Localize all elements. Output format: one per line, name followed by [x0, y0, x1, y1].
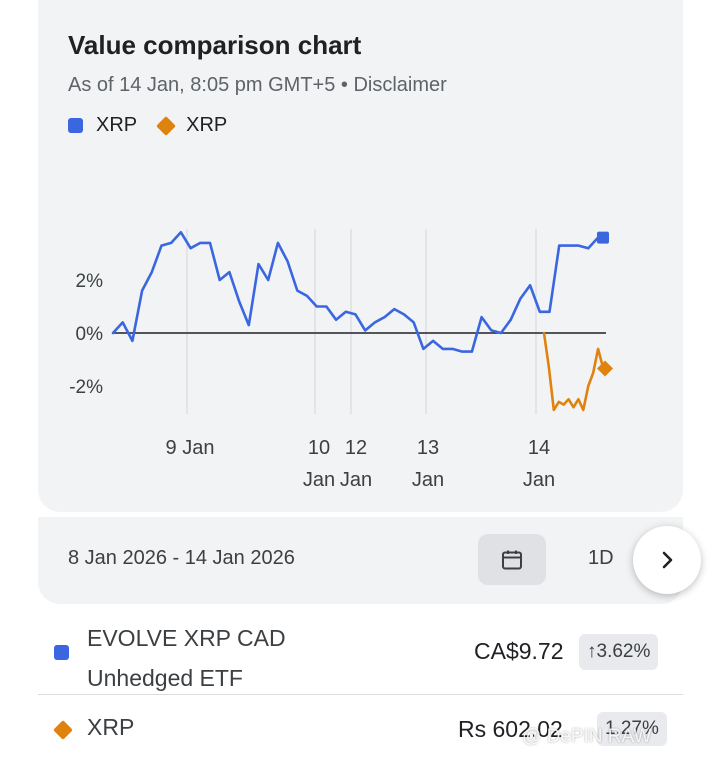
period-selector-1d[interactable]: 1D [588, 547, 614, 569]
x-tick-label: 10 [308, 437, 330, 459]
watermark-text: @ DePIN RAW [522, 726, 652, 747]
legend-label: XRP [96, 114, 138, 136]
x-tick-label: Jan [340, 469, 372, 491]
y-tick-label: -2% [69, 377, 103, 398]
legend-item-series-1[interactable]: XRP [68, 114, 137, 137]
asset-row-xrp[interactable]: XRP Rs 602.02 1.27% [38, 696, 683, 764]
x-tick-label: 9 Jan [166, 437, 215, 459]
comparison-line-chart[interactable]: 2% 0% -2% 9 Jan 10 Jan 12 Jan 13 Jan 14 Jan [0, 0, 720, 512]
x-tick-label: 14 [528, 437, 550, 459]
x-tick-label: Jan [412, 469, 444, 491]
series-line-2[interactable] [542, 331, 605, 412]
x-tick-label: Jan [523, 469, 555, 491]
square-marker-icon [68, 118, 83, 133]
legend-item-series-2[interactable]: XRP [155, 114, 227, 137]
chart-legend: XRP XRP [68, 114, 245, 137]
asset-price: Rs 602.02 [458, 716, 563, 742]
chevron-right-icon [662, 551, 673, 569]
y-tick-label: 2% [76, 271, 104, 292]
legend-label: XRP [186, 114, 228, 136]
date-range-bar [38, 517, 683, 604]
calendar-icon [502, 550, 522, 569]
date-range-text: 8 Jan 2026 - 14 Jan 2026 [68, 547, 295, 569]
calendar-button[interactable] [478, 534, 546, 585]
change-badge: 1.27% [597, 712, 667, 746]
asset-name: EVOLVE XRP CAD Unhedged ETF [87, 625, 286, 691]
asset-row-etf[interactable]: EVOLVE XRP CAD Unhedged ETF CA$9.72 ↑3.6… [38, 612, 683, 695]
x-tick-label: Jan [303, 469, 335, 491]
next-button[interactable] [633, 526, 701, 594]
chart-subtitle[interactable]: As of 14 Jan, 8:05 pm GMT+5 • Disclaimer [68, 74, 447, 96]
series-end-marker [597, 231, 609, 244]
y-tick-label: 0% [76, 324, 104, 345]
asset-price: CA$9.72 [474, 638, 564, 664]
chart-card [38, 0, 683, 512]
x-tick-label: 12 [345, 437, 367, 459]
diamond-marker-icon [53, 720, 73, 740]
asset-name: XRP [87, 714, 135, 740]
square-marker-icon [54, 645, 69, 660]
chart-title: Value comparison chart [68, 30, 362, 60]
series-line-1[interactable] [111, 231, 600, 353]
x-tick-label: 13 [417, 437, 439, 459]
change-badge: ↑3.62% [579, 634, 659, 670]
series-end-marker [597, 360, 613, 377]
